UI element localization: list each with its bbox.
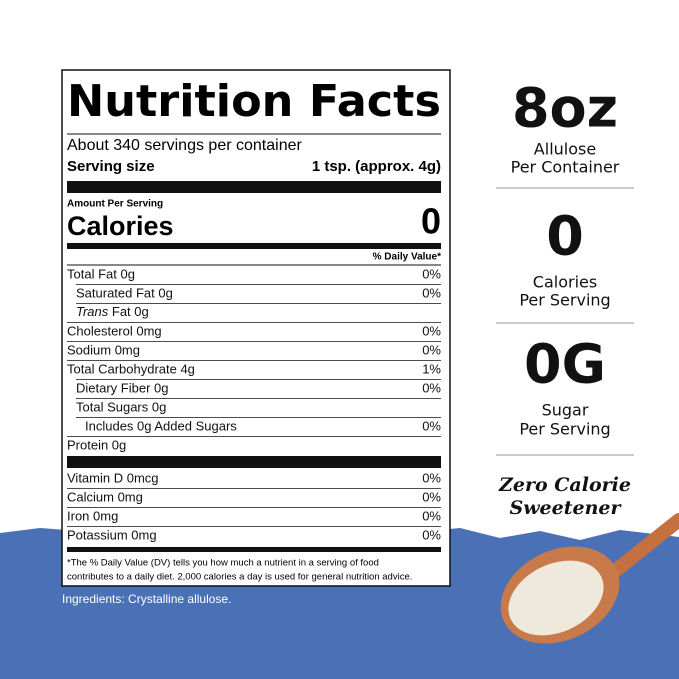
nutrient-label: Total Fat 0g — [67, 266, 135, 281]
calories-label: Calories — [67, 211, 174, 241]
nutrient-dv: 0% — [422, 266, 441, 281]
stat-value: 0G — [524, 333, 606, 396]
nutrient-dv: 0% — [422, 527, 441, 542]
nutrient-label-rest: Fat 0g — [108, 304, 148, 319]
dv-header: % Daily Value* — [373, 252, 441, 263]
label-title: Nutrition Facts — [67, 76, 441, 127]
nutrient-label: Calcium 0mg — [67, 489, 143, 504]
footnote: *The % Daily Value (DV) tells you how mu… — [67, 558, 379, 569]
nutrient-label: Iron 0mg — [67, 508, 118, 523]
label-box — [61, 69, 451, 587]
tagline: Sweetener — [509, 497, 622, 519]
nutrient-dv: 0% — [422, 323, 441, 338]
nutrient-label: Vitamin D 0mcg — [67, 470, 159, 485]
nutrient-label: Includes 0g Added Sugars — [85, 418, 237, 433]
rule — [67, 547, 441, 552]
stat-value: 8oz — [512, 77, 618, 140]
nutrient-dv: 1% — [422, 361, 441, 376]
serving-size-label: Serving size — [67, 158, 155, 175]
nutrient-label: Saturated Fat 0g — [76, 285, 173, 300]
nutrient-label: Trans Fat 0g — [76, 304, 149, 319]
stat-caption: Per Serving — [519, 291, 610, 310]
stat-caption: Calories — [533, 273, 597, 292]
footnote: contributes to a daily diet. 2,000 calor… — [67, 572, 412, 583]
nutrient-label: Total Carbohydrate 4g — [67, 361, 195, 376]
amount-per-serving: Amount Per Serving — [67, 199, 163, 210]
rule — [67, 181, 441, 193]
nutrient-dv: 0% — [422, 470, 441, 485]
rule — [67, 456, 441, 468]
tagline: Zero Calorie — [498, 474, 631, 496]
nutrient-label: Total Sugars 0g — [76, 399, 166, 414]
nutrient-dv: 0% — [422, 342, 441, 357]
ingredients: Ingredients: Crystalline allulose. — [62, 592, 231, 606]
nutrient-label: Sodium 0mg — [67, 342, 140, 357]
nutrient-label: Dietary Fiber 0g — [76, 380, 168, 395]
serving-size-value: 1 tsp. (approx. 4g) — [312, 158, 441, 175]
nutrient-dv: 0% — [422, 489, 441, 504]
rule — [67, 243, 441, 249]
stat-caption: Sugar — [542, 401, 589, 420]
nutrient-label: Cholesterol 0mg — [67, 323, 162, 338]
spoon — [500, 513, 679, 644]
servings: About 340 servings per container — [67, 137, 302, 154]
nutrient-dv: 0% — [422, 285, 441, 300]
nutrient-label-italic: Trans — [76, 304, 109, 319]
stat-caption: Per Container — [511, 158, 620, 177]
nutrient-label: Protein 0g — [67, 437, 126, 452]
stat-caption: Allulose — [534, 140, 596, 159]
stat-value: 0 — [546, 205, 584, 268]
nutrient-dv: 0% — [422, 508, 441, 523]
calories-value: 0 — [421, 201, 441, 242]
nutrient-dv: 0% — [422, 380, 441, 395]
nutrient-dv: 0% — [422, 418, 441, 433]
stat-caption: Per Serving — [519, 420, 610, 439]
nutrient-label: Potassium 0mg — [67, 527, 157, 542]
